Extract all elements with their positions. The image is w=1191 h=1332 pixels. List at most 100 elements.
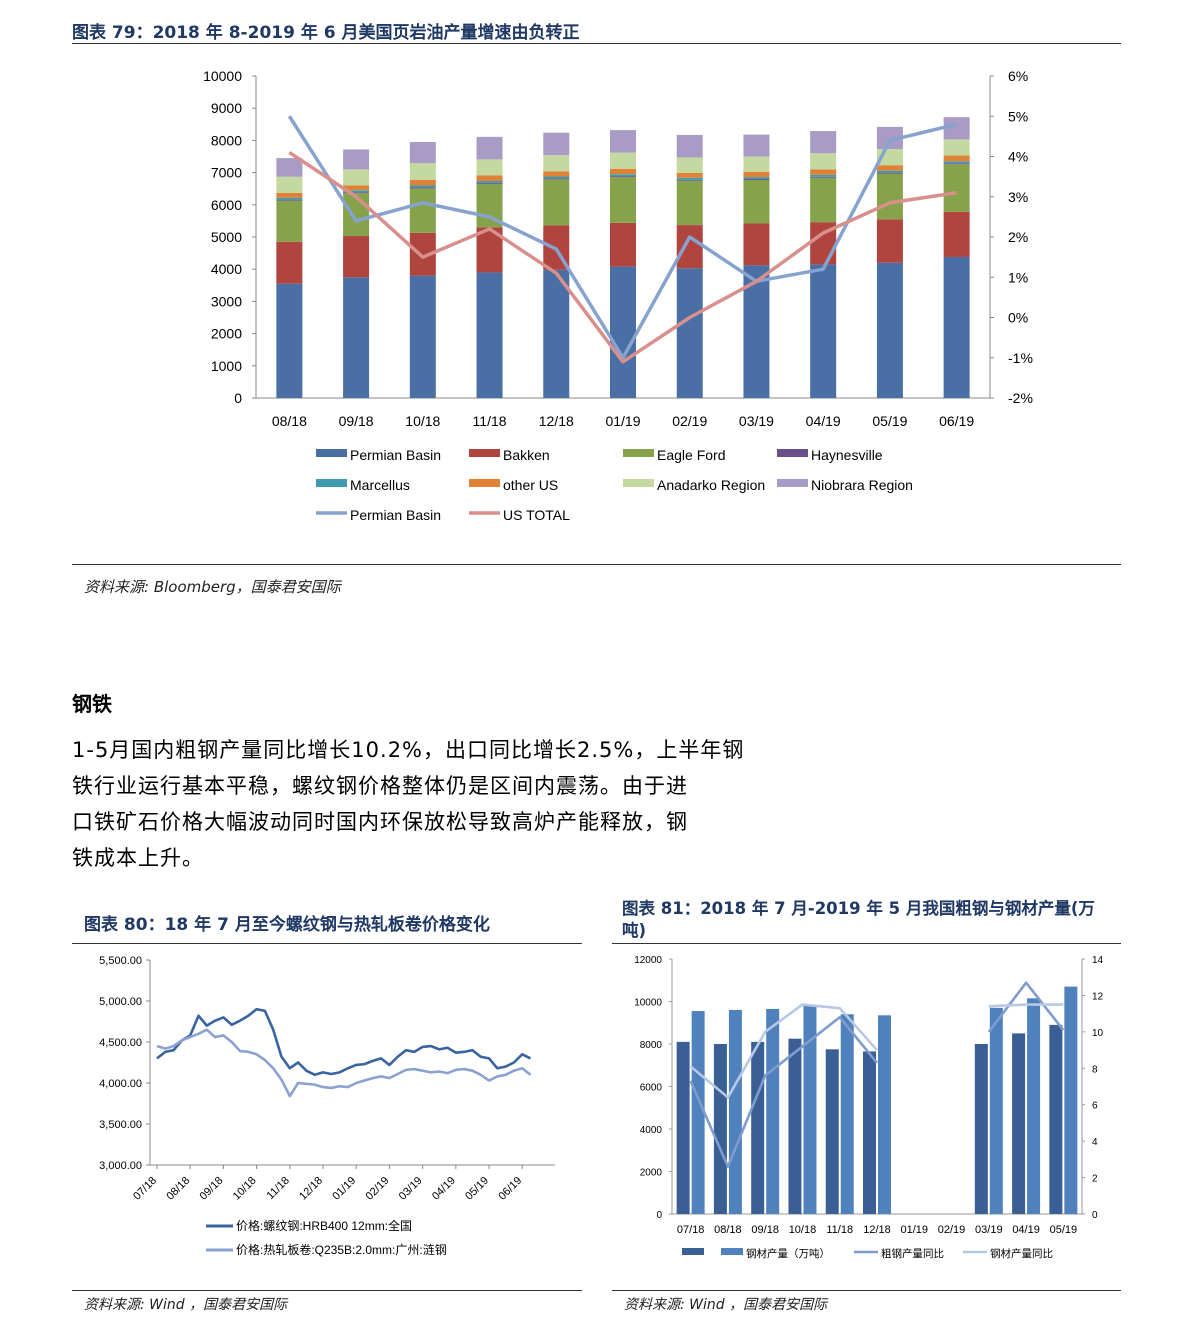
bar-segment: [276, 200, 303, 242]
bar-segment: [476, 182, 503, 184]
bar-segment: [876, 262, 903, 398]
paragraph-line: 1-5月国内粗钢产量同比增长10.2%，出口同比增长2.5%，上半年钢: [72, 738, 745, 762]
x-tick-label: 02/19: [672, 413, 707, 429]
bar-segment: [476, 175, 503, 181]
x-tick-label: 09/18: [339, 413, 374, 429]
left-tick-label: 7000: [211, 165, 242, 181]
figure-81-title-line: 图表 81：2018 年 7 月-2019 年 5 月我国粗钢与钢材产量(万: [622, 899, 1095, 918]
left-tick-label: 0: [234, 390, 242, 406]
bar-segment: [676, 177, 703, 180]
right-tick-label: 14: [1092, 955, 1104, 966]
figure-79-top-rule: [72, 43, 1121, 44]
y-tick-label: 5,000.00: [99, 996, 142, 1008]
x-tick-label: 09/18: [751, 1224, 779, 1236]
right-tick-label: 5%: [1008, 108, 1028, 124]
bar-segment: [276, 192, 303, 198]
steel-product-bar: [878, 1015, 891, 1214]
bar-segment: [343, 169, 370, 186]
legend-label: Marcellus: [350, 477, 410, 493]
bar-segment: [543, 155, 570, 172]
bar-segment: [409, 163, 436, 181]
bar-segment: [876, 173, 903, 220]
bar-segment: [543, 171, 570, 177]
y-tick-label: 3,500.00: [99, 1119, 142, 1131]
right-tick-label: 2%: [1008, 229, 1028, 245]
figure-81-source: 资料来源: Wind ，国泰君安国际: [624, 1297, 828, 1313]
x-tick-label: 11/18: [473, 413, 507, 429]
bar-segment: [343, 185, 370, 191]
left-tick-label: 2000: [211, 326, 242, 342]
left-tick-label: 4000: [640, 1125, 663, 1136]
bar-segment: [943, 211, 970, 257]
section-paragraph: 1-5月国内粗钢产量同比增长10.2%，出口同比增长2.5%，上半年钢 铁行业运…: [72, 732, 762, 876]
bar-segment: [743, 177, 770, 180]
bar-segment: [810, 177, 837, 223]
x-tick-label: 03/19: [975, 1224, 1003, 1236]
left-tick-label: 8000: [640, 1040, 663, 1051]
left-tick-label: 0: [656, 1210, 662, 1221]
x-tick-label: 01/19: [901, 1224, 929, 1236]
left-tick-label: 10000: [203, 68, 242, 84]
yoy-line: [987, 981, 1065, 1033]
crude-steel-bar: [713, 1044, 727, 1214]
right-tick-label: 12: [1092, 991, 1104, 1002]
bar-segment: [810, 131, 837, 154]
bar-segment: [276, 197, 303, 200]
bar-segment: [409, 187, 436, 189]
figure-79-source: 资料来源: Bloomberg，国泰君安国际: [84, 578, 341, 596]
bar-segment: [610, 177, 636, 223]
legend-label: 钢材产量同比: [990, 1247, 1053, 1260]
y-tick-label: 4,500.00: [99, 1037, 142, 1049]
y-tick-label: 4,000.00: [99, 1078, 142, 1090]
legend-swatch: [623, 449, 654, 457]
figure-79-bottom-rule: [72, 564, 1121, 565]
right-tick-label: 6: [1092, 1101, 1098, 1112]
left-tick-label: 5000: [211, 229, 242, 245]
bar-segment: [343, 149, 370, 170]
bar-segment: [343, 192, 370, 194]
right-tick-label: 0: [1092, 1210, 1098, 1221]
paragraph-line: 铁行业运行基本平稳，螺纹钢价格整体仍是区间内震荡。由于进: [72, 774, 688, 798]
bar-segment: [876, 165, 903, 171]
figure-80-top-rule: [72, 943, 582, 944]
legend-label: Bakken: [503, 447, 550, 463]
right-tick-label: 3%: [1008, 189, 1028, 205]
right-tick-label: 4: [1092, 1137, 1098, 1148]
bar-segment: [343, 277, 370, 398]
legend-label: other US: [503, 477, 558, 493]
figure-81-title-line: 吨): [622, 921, 647, 940]
bar-segment: [876, 170, 903, 173]
y-tick-label: 3,000.00: [99, 1160, 142, 1172]
price-line: [156, 1028, 532, 1098]
legend-label: Haynesville: [811, 447, 883, 463]
crude-steel-bar: [863, 1051, 876, 1214]
bar-segment: [810, 153, 837, 170]
steel-product-bar: [766, 1008, 780, 1214]
paragraph-line: 口铁矿石价格大幅波动同时国内环保放松导致高炉产能释放，钢: [72, 810, 688, 834]
bar-segment: [810, 176, 837, 178]
x-tick-label: 03/19: [739, 413, 774, 429]
right-tick-label: 2: [1092, 1174, 1098, 1185]
bar-segment: [876, 172, 903, 174]
bar-segment: [543, 179, 570, 226]
right-tick-label: 8: [1092, 1064, 1098, 1075]
crude-steel-output-chart: 12000 10000 8000 6000 4000 2000 0 14 12 10 8 6 4 2 0 07…: [634, 955, 1104, 1260]
bar-segment: [476, 136, 503, 160]
bar-segment: [409, 180, 436, 186]
series-line: [288, 151, 957, 364]
crude-steel-bar: [1049, 1024, 1063, 1214]
legend-label: 价格:热轧板卷:Q235B:2.0mm:广州:涟钢: [236, 1242, 447, 1257]
bar-segment: [276, 199, 303, 201]
x-tick-label: 10/18: [789, 1224, 817, 1236]
legend-swatch: [469, 479, 500, 487]
bar-segment: [476, 159, 503, 176]
bar-segment: [676, 180, 703, 226]
figure-80-source: 资料来源: Wind ，国泰君安国际: [84, 1297, 288, 1313]
legend-swatch: [721, 1248, 743, 1255]
bar-segment: [876, 126, 903, 150]
left-tick-label: 12000: [634, 955, 662, 966]
legend-label: 价格:螺纹钢:HRB400 12mm:全国: [236, 1218, 412, 1233]
crude-steel-bar: [825, 1049, 839, 1214]
right-tick-label: -1%: [1008, 350, 1033, 366]
legend-swatch: [777, 479, 808, 487]
